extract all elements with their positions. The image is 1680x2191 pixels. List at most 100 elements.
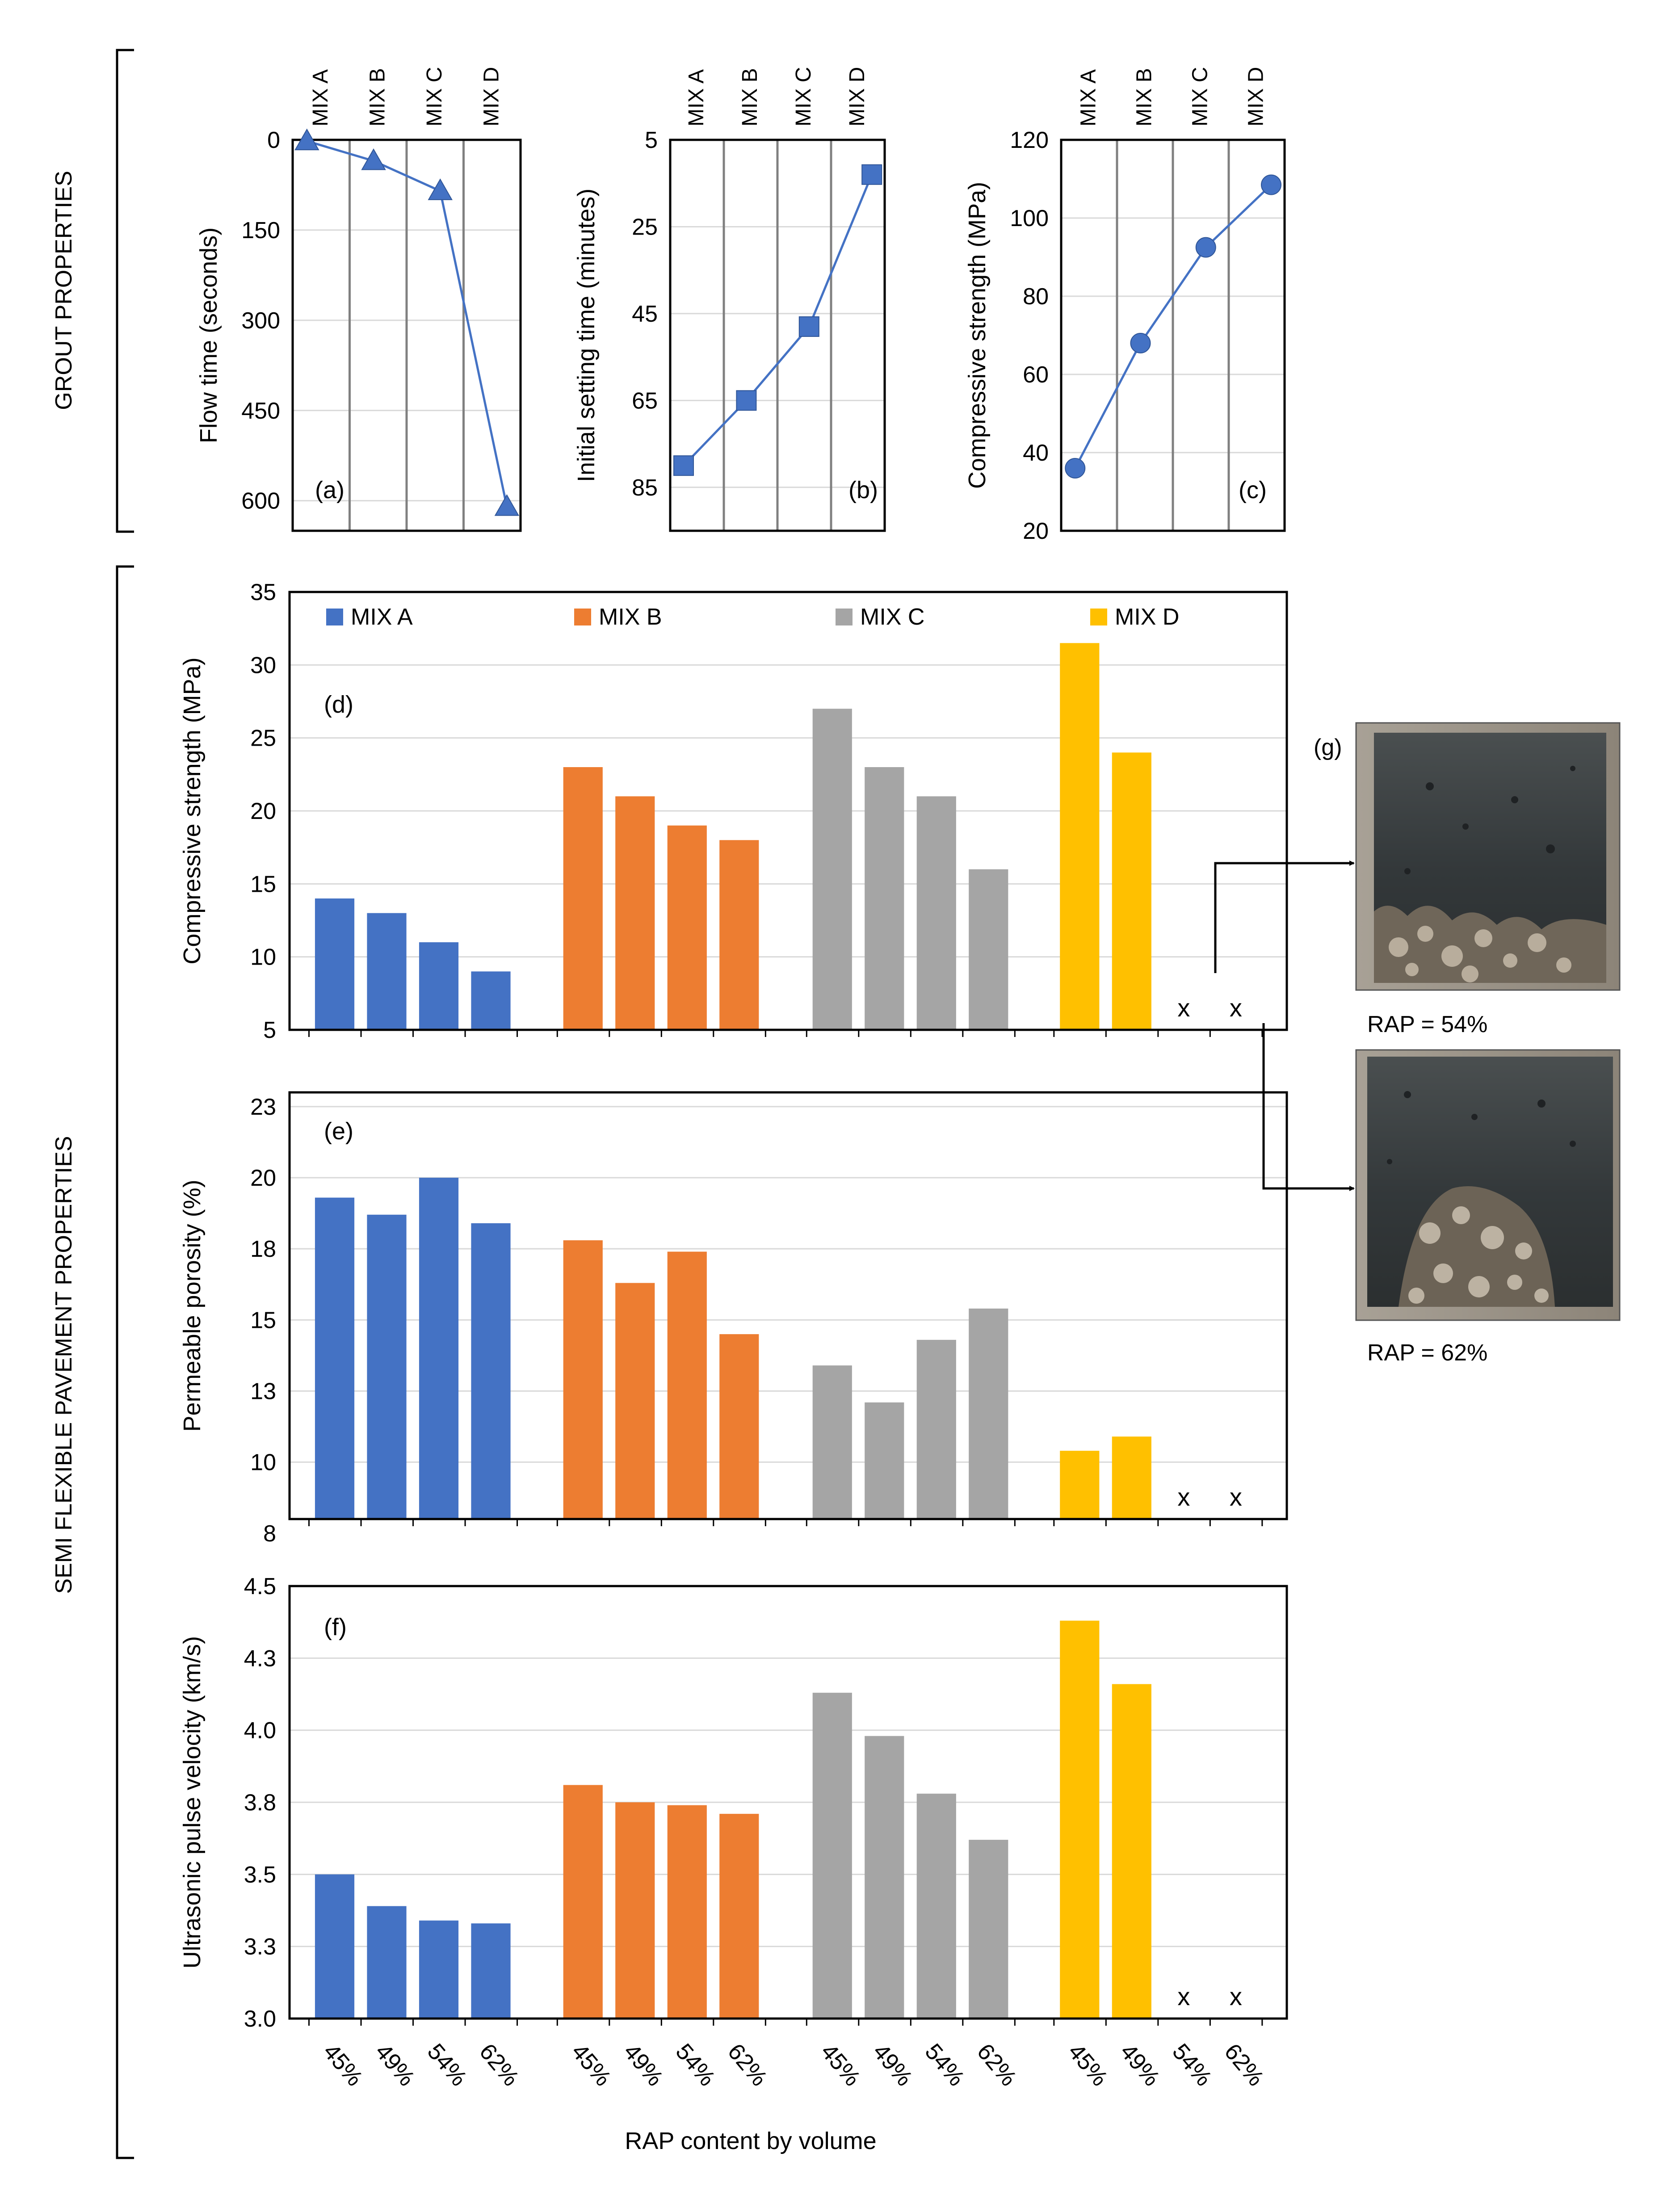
y-tick-label: 4.0 xyxy=(244,1718,276,1744)
rap-category-label: 49% xyxy=(370,2039,420,2091)
bar xyxy=(916,1339,956,1519)
data-point xyxy=(673,455,694,476)
data-point xyxy=(428,178,453,200)
bar xyxy=(969,1308,1008,1519)
data-point xyxy=(861,164,882,185)
category-label: MIX D xyxy=(479,67,503,126)
data-point xyxy=(1130,333,1151,353)
y-tick-label: 150 xyxy=(241,218,280,243)
category-label: MIX A xyxy=(1077,69,1100,126)
photo-panel-label: (g) xyxy=(1314,735,1342,760)
series-line xyxy=(307,140,508,507)
bar xyxy=(865,1736,904,2019)
bar xyxy=(667,1251,707,1519)
rap-category-label: 62% xyxy=(722,2039,772,2091)
y-tick-label: 80 xyxy=(1023,284,1049,310)
grout-strength-chart: 20 40 60 80 100 120 MIX A MIX B MIX C MIX D Compre… xyxy=(964,67,1286,544)
legend-swatch xyxy=(326,609,343,625)
category-label: MIX D xyxy=(845,67,869,126)
y-tick-label: 20 xyxy=(250,798,276,824)
plot-frame xyxy=(288,591,1288,1031)
panel-label: (b) xyxy=(848,477,878,504)
data-point xyxy=(294,128,319,151)
bar xyxy=(719,840,759,1030)
bar xyxy=(812,709,852,1030)
series-line xyxy=(683,174,873,466)
y-tick-label: 10 xyxy=(250,1450,276,1476)
y-tick-label: 3.5 xyxy=(244,1862,276,1888)
y-tick-label: 4.3 xyxy=(244,1645,276,1671)
y-tick-label: 30 xyxy=(250,652,276,678)
bar xyxy=(1060,1451,1100,1519)
specimen-photo-62 xyxy=(1355,1049,1621,1321)
bar xyxy=(1112,1684,1151,2019)
bar xyxy=(865,767,904,1030)
panel-label: (d) xyxy=(324,691,353,718)
bar xyxy=(916,796,956,1030)
y-tick-label: 40 xyxy=(1023,440,1049,466)
y-tick-label: 5 xyxy=(645,127,658,153)
category-label: MIX B xyxy=(365,68,389,126)
data-point xyxy=(1261,174,1281,195)
y-tick-label: 300 xyxy=(241,308,280,334)
bar xyxy=(419,1920,459,2019)
legend-entry: MIX C xyxy=(860,604,924,630)
data-point xyxy=(736,390,757,411)
missing-value-marker: x xyxy=(1230,994,1242,1022)
sfp-section-label: SEMI FLEXIBLE PAVEMENT PROPERTIES xyxy=(51,1136,77,1594)
bar xyxy=(812,1692,852,2019)
y-tick-label: 20 xyxy=(250,1165,276,1191)
panel-label: (f) xyxy=(324,1614,347,1641)
y-tick-label: 45 xyxy=(632,301,658,327)
plot-frame xyxy=(288,1091,1288,1520)
arrow-to-photo-54 xyxy=(1214,860,1355,973)
y-axis-label: Ultrasonic pulse velocity (km/s) xyxy=(179,1636,206,1969)
bar xyxy=(315,898,355,1030)
y-axis-label: Compressive strength (MPa) xyxy=(964,182,991,489)
rap-category-label: 54% xyxy=(671,2039,720,2091)
bar xyxy=(1060,1620,1100,2019)
bar xyxy=(1060,643,1100,1030)
rap-category-label: 62% xyxy=(474,2039,524,2091)
rap-category-label: 49% xyxy=(868,2039,917,2091)
data-point xyxy=(361,148,386,170)
y-tick-label: 15 xyxy=(250,1307,276,1333)
grout-bracket xyxy=(116,49,134,533)
rap-category-label: 54% xyxy=(1167,2039,1217,2091)
bar xyxy=(419,942,459,1030)
bar xyxy=(969,1839,1008,2019)
plot-frame xyxy=(288,1585,1288,2020)
y-tick-label: 23 xyxy=(250,1094,276,1120)
sfp-bracket xyxy=(116,565,134,2159)
category-label: MIX C xyxy=(423,67,446,126)
bar xyxy=(471,1923,511,2019)
missing-value-marker: x xyxy=(1177,1982,1190,2011)
bar xyxy=(315,1874,355,2019)
y-tick-label: 85 xyxy=(632,475,658,501)
y-tick-label: 25 xyxy=(250,726,276,751)
category-label: MIX A xyxy=(685,69,708,126)
y-axis-label: Compressive strength (MPa) xyxy=(179,657,206,964)
legend-entry: MIX D xyxy=(1115,604,1179,630)
legend-entry: MIX B xyxy=(599,604,662,630)
y-tick-label: 10 xyxy=(250,944,276,970)
category-label: MIX C xyxy=(1189,67,1212,126)
rap-category-label: 54% xyxy=(920,2039,970,2091)
setting-time-chart: 5 25 45 65 85 MIX A MIX B MIX C MIX D Initial set… xyxy=(573,67,886,532)
category-label: MIX A xyxy=(309,69,332,126)
bar xyxy=(367,1906,407,2019)
rap-category-label: 45% xyxy=(318,2039,368,2091)
legend-entry: MIX A xyxy=(351,604,413,630)
x-axis-title: RAP content by volume xyxy=(625,2128,876,2154)
photo-caption-54: RAP = 54% xyxy=(1367,1012,1487,1037)
y-tick-label: 0 xyxy=(267,127,280,153)
category-label: MIX B xyxy=(1133,68,1156,126)
y-tick-label: 60 xyxy=(1023,362,1049,388)
panel-label: (e) xyxy=(324,1118,353,1145)
y-tick-label: 450 xyxy=(241,398,280,424)
rap-category-label: 62% xyxy=(1219,2039,1269,2091)
y-tick-label: 20 xyxy=(1023,518,1049,544)
legend-swatch xyxy=(836,609,853,625)
sfp-strength-chart: 5 10 15 20 25 30 35 x x Compressive strength (MPa… xyxy=(179,579,1288,1043)
